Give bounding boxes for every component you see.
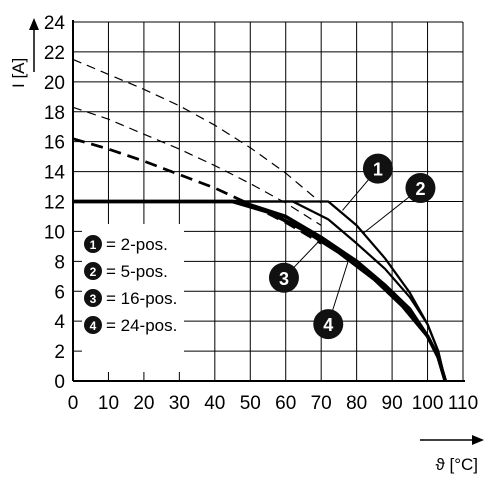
callout-number-2: 2 xyxy=(415,179,425,199)
y-tick-label: 12 xyxy=(44,193,65,214)
y-tick-label: 4 xyxy=(54,312,65,333)
curve-4 xyxy=(73,199,448,382)
curves xyxy=(72,58,448,382)
legend-badge xyxy=(84,316,102,334)
x-tick-label: 90 xyxy=(382,393,403,414)
y-tick-label: 22 xyxy=(44,43,65,64)
y-tick-label: 14 xyxy=(44,163,66,184)
x-tick-label: 50 xyxy=(240,393,261,414)
curve-theoretical-1 xyxy=(72,58,322,204)
tick-labels: 0 10 20 30 40 50 60 70 80 90 100 110024681012141618… xyxy=(44,13,478,414)
legend-badge-number: 2 xyxy=(90,265,97,279)
legend-label: = 24-pos. xyxy=(106,316,177,335)
x-tick-label: 100 xyxy=(412,393,444,414)
callout-number-1: 1 xyxy=(373,160,383,180)
callout-badge-4 xyxy=(313,309,344,340)
x-tick-label: 80 xyxy=(346,393,367,414)
y-tick-label: 6 xyxy=(54,282,65,303)
legend: 1 = 2-pos. 2 = 5-pos. 3 = 16-pos. 4 = 24-pos. xyxy=(82,224,184,372)
x-axis-label: ϑ [°C] xyxy=(435,455,478,474)
callout-badge-2 xyxy=(405,173,436,204)
callout-number-3: 3 xyxy=(279,269,289,289)
y-tick-label: 10 xyxy=(44,222,65,243)
x-tick-label: 0 xyxy=(68,393,79,414)
callout-number-4: 4 xyxy=(323,315,333,335)
y-tick-label: 18 xyxy=(44,103,65,124)
x-tick-label: 10 xyxy=(98,393,119,414)
axes: I [A] ϑ [°C] xyxy=(9,18,484,474)
y-tick-label: 24 xyxy=(44,13,66,34)
y-tick-label: 0 xyxy=(54,372,65,393)
y-tick-label: 2 xyxy=(54,342,65,363)
y-tick-label: 8 xyxy=(54,252,65,273)
curve-2 xyxy=(73,200,447,382)
callout-badge-3 xyxy=(268,262,299,293)
x-tick-label: 110 xyxy=(448,393,478,414)
x-tick-label: 30 xyxy=(169,393,190,414)
legend-badge xyxy=(84,235,102,253)
y-axis-arrow-head xyxy=(29,18,39,30)
legend-badge xyxy=(84,262,102,280)
x-tick-label: 60 xyxy=(275,393,296,414)
legend-badge-number: 1 xyxy=(90,238,97,252)
x-axis-arrow-head xyxy=(472,435,484,445)
legend-badge-number: 3 xyxy=(90,292,97,306)
legend-badge xyxy=(84,289,102,307)
y-tick-label: 16 xyxy=(44,133,65,154)
legend-label: = 16-pos. xyxy=(106,289,177,308)
legend-label: = 2-pos. xyxy=(106,235,168,254)
y-axis-label: I [A] xyxy=(9,58,28,88)
curve-theoretical-2 xyxy=(72,106,322,226)
legend-badge-number: 4 xyxy=(90,319,97,333)
callout-badge-1 xyxy=(362,153,393,184)
y-tick-label: 20 xyxy=(44,73,65,94)
x-tick-label: 70 xyxy=(311,393,332,414)
legend-label: = 5-pos. xyxy=(106,262,168,281)
callouts: 1 2 3 4 xyxy=(268,153,436,340)
x-tick-label: 20 xyxy=(133,393,154,414)
x-tick-label: 40 xyxy=(204,393,225,414)
